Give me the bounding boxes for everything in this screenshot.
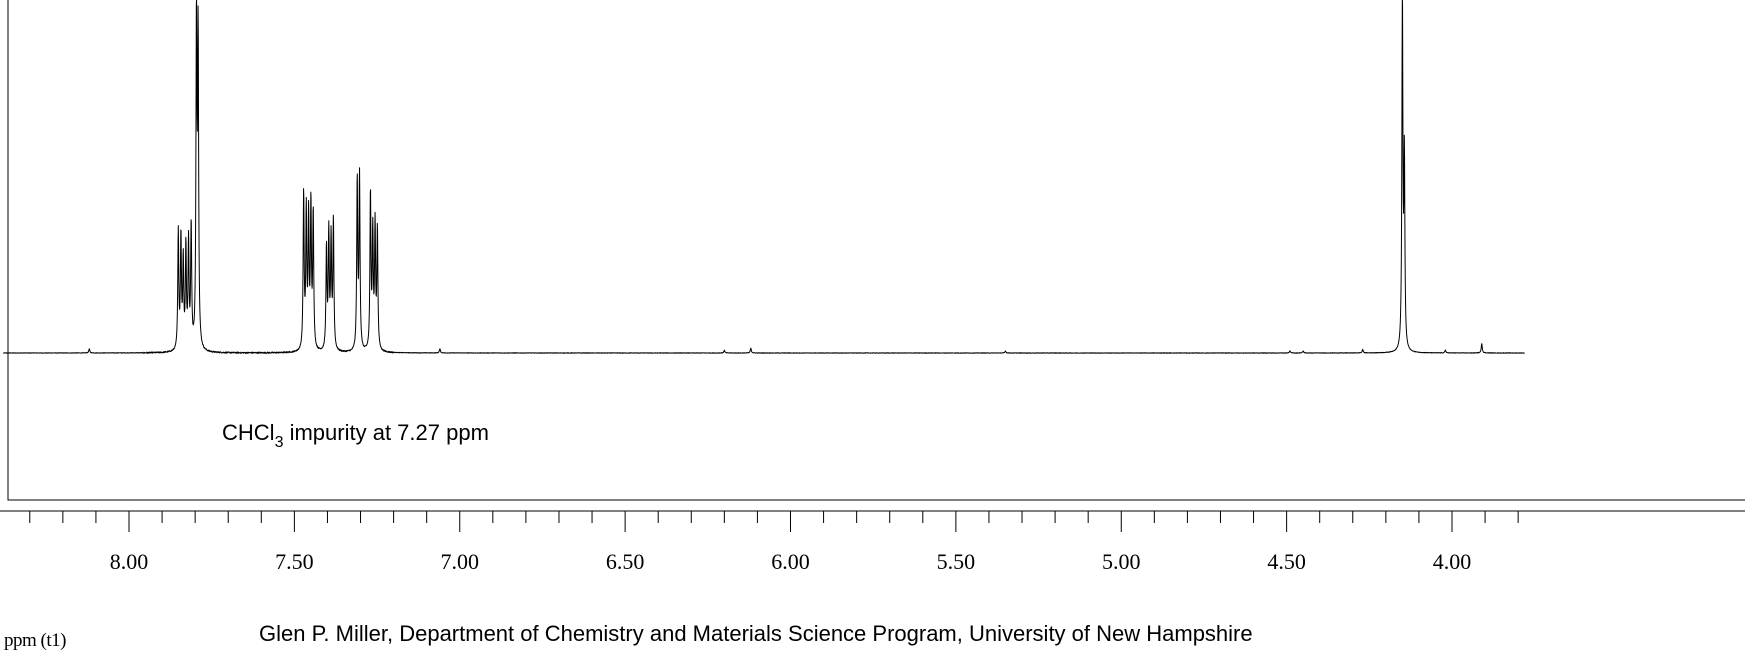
annotation-subscript-text: 3 (275, 434, 284, 451)
annotation-rest-text: impurity at 7.27 ppm (283, 420, 488, 445)
x-tick-label: 4.50 (1267, 549, 1306, 574)
plot-frame (7, 0, 1745, 501)
x-tick-label: 7.00 (441, 549, 480, 574)
x-axis-tick-labels: 8.00 7.50 7.00 6.50 6.00 5.50 5.00 4.50 4.00 (110, 549, 1472, 574)
x-axis (0, 510, 1745, 532)
x-tick-label: 5.00 (1102, 549, 1141, 574)
footer-credit: Glen P. Miller, Department of Chemistry … (259, 621, 1253, 646)
annotation-main-text: CHCl (222, 420, 275, 445)
chcl3-annotation: CHCl3 impurity at 7.27 ppm (222, 420, 489, 451)
x-axis-label: ppm (t1) (4, 630, 66, 651)
x-tick-label: 6.00 (771, 549, 810, 574)
x-tick-label: 4.00 (1433, 549, 1472, 574)
spectrum-trace (3, 0, 1525, 354)
x-tick-label: 5.50 (937, 549, 976, 574)
x-tick-label: 7.50 (275, 549, 314, 574)
plot-border (7, 0, 1745, 501)
x-tick-label: 6.50 (606, 549, 645, 574)
x-tick-label: 8.00 (110, 549, 149, 574)
spectrum-trace-group (3, 0, 1525, 354)
